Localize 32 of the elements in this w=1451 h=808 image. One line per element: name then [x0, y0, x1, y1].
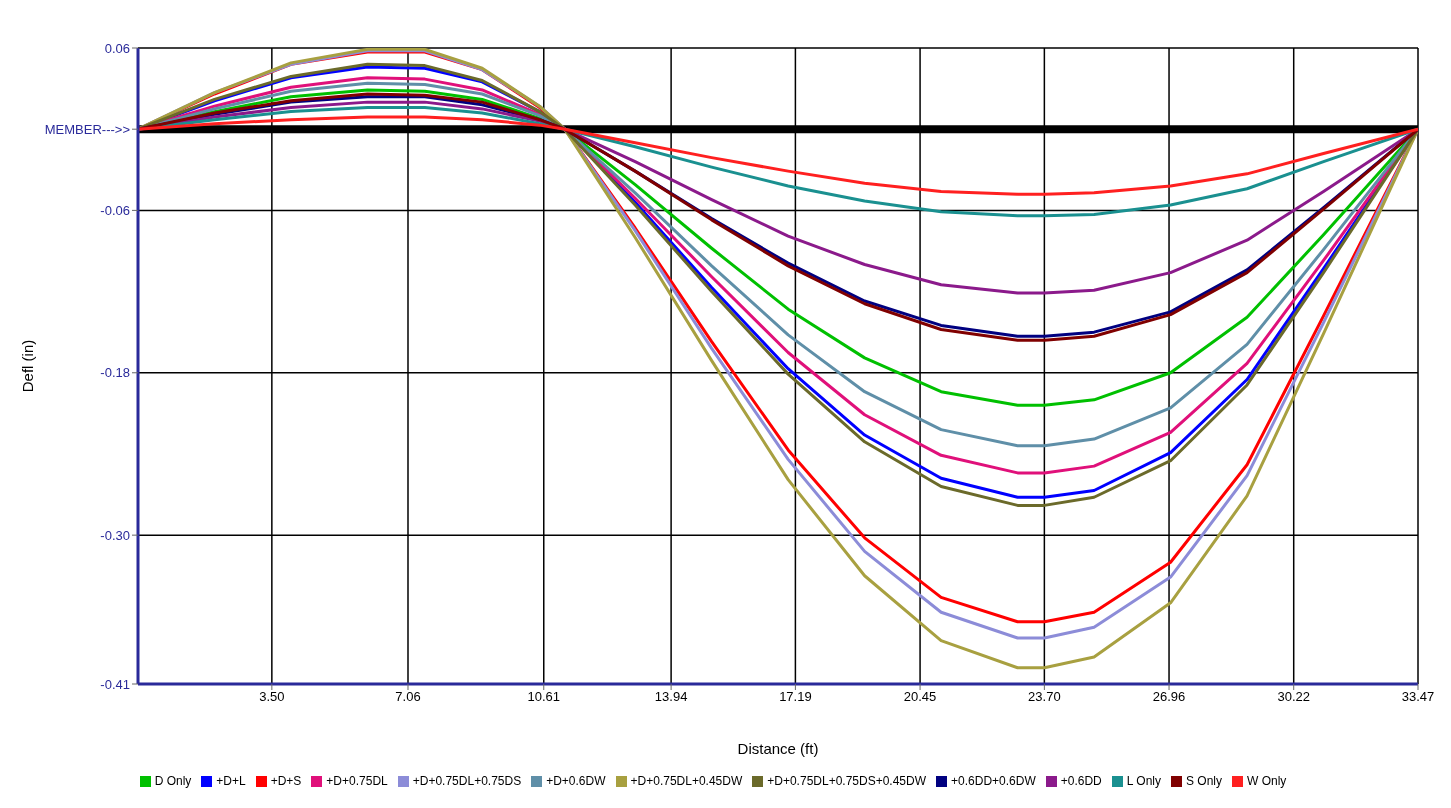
x-tick-label: 7.06	[395, 689, 421, 705]
line-series	[138, 115, 1418, 196]
legend-label: +D+0.75DL+0.75DS	[412, 774, 522, 788]
x-tick-label: 3.50	[259, 689, 285, 705]
legend-label: +D+0.75DL+0.75DS+0.45DW	[767, 774, 927, 788]
x-tick-label: 30.22	[1277, 689, 1310, 705]
x-tick-label: 26.96	[1152, 689, 1186, 705]
y-tick-label: -0.41	[100, 676, 130, 692]
x-axis-title: Distance (ft)	[737, 740, 819, 757]
x-tick-label: 17.19	[779, 689, 812, 705]
legend-label: +D+0.75DL+0.45DW	[630, 774, 743, 788]
y-axis-title: Defl (in)	[19, 339, 37, 393]
legend-label: W Only	[1247, 774, 1287, 788]
y-tick-label: -0.30	[100, 527, 130, 543]
x-tick-label: 20.45	[903, 689, 937, 705]
legend-label: +D+L	[216, 774, 246, 788]
x-tick-label: 10.61	[527, 689, 561, 705]
x-tick-label: 33.47	[1401, 689, 1435, 705]
legend-label: +0.6DD+0.6DW	[951, 774, 1036, 788]
y-tick-label: MEMBER--->>	[44, 121, 130, 137]
legend-label: L Only	[1126, 774, 1162, 788]
legend-label: +D+S	[270, 774, 302, 788]
y-tick-label: 0.06	[104, 40, 130, 56]
y-tick-label: -0.18	[100, 365, 130, 381]
x-tick-label: 23.70	[1028, 689, 1061, 705]
legend-label: +0.6DD	[1060, 774, 1102, 788]
legend-label: S Only	[1186, 774, 1223, 788]
y-tick-label: -0.06	[100, 203, 130, 218]
legend-label: +D+0.6DW	[546, 774, 606, 788]
legend-label: +D+0.75DL	[326, 774, 388, 788]
x-tick-label: 13.94	[654, 689, 688, 705]
legend-label: D Only	[154, 774, 192, 788]
